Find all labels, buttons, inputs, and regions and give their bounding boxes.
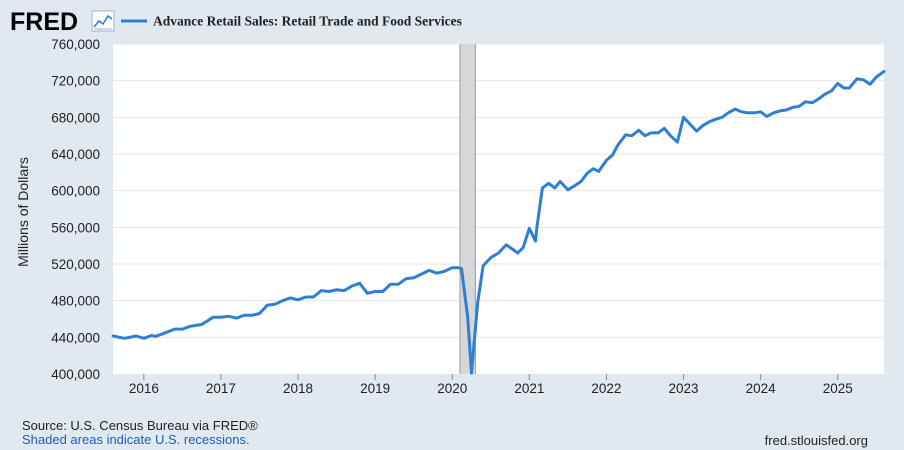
x-tick-label: 2016 — [129, 381, 159, 396]
source-note: Source: U.S. Census Bureau via FRED® — [22, 418, 258, 433]
y-axis-label: Millions of Dollars — [15, 157, 31, 267]
y-axis-ticks: 400,000 440,000 480,000 520,000 560,000 600,0… — [51, 37, 100, 382]
y-tick-label: 600,000 — [51, 184, 100, 199]
y-tick-label: 680,000 — [51, 110, 100, 125]
x-tick-label: 2021 — [514, 381, 544, 396]
y-tick-label: 760,000 — [51, 37, 100, 52]
x-tick-label: 2017 — [206, 381, 236, 396]
y-tick-label: 480,000 — [51, 294, 100, 309]
fred-graph-icon — [91, 10, 115, 32]
x-tick-label: 2025 — [823, 381, 853, 396]
y-tick-label: 400,000 — [51, 367, 100, 382]
x-axis-ticks: 2016 2017 2018 2019 2020 2021 2022 2023 2024 2025 — [129, 374, 853, 396]
legend: Advance Retail Sales: Retail Trade and F… — [121, 14, 462, 29]
series-layer — [111, 70, 886, 375]
x-tick-label: 2020 — [437, 381, 467, 396]
y-tick-label: 520,000 — [51, 257, 100, 272]
y-tick-label: 720,000 — [51, 74, 100, 89]
y-tick-label: 640,000 — [51, 147, 100, 162]
y-tick-label: 560,000 — [51, 220, 100, 235]
y-tick-label: 440,000 — [51, 330, 100, 345]
x-tick-label: 2019 — [360, 381, 390, 396]
x-tick-label: 2022 — [591, 381, 621, 396]
x-tick-label: 2023 — [669, 381, 699, 396]
legend-label: Advance Retail Sales: Retail Trade and F… — [153, 14, 462, 29]
series-line[interactable] — [111, 70, 886, 375]
site-link[interactable]: fred.stlouisfed.org — [764, 433, 868, 448]
fred-logo-text: FRED — [10, 8, 78, 36]
fred-logo[interactable]: FRED — [10, 8, 115, 36]
x-tick-label: 2018 — [283, 381, 313, 396]
recession-note[interactable]: Shaded areas indicate U.S. recessions. — [22, 432, 250, 447]
grid-lines — [113, 43, 884, 338]
plot-area — [113, 44, 884, 374]
x-tick-label: 2024 — [746, 381, 777, 396]
